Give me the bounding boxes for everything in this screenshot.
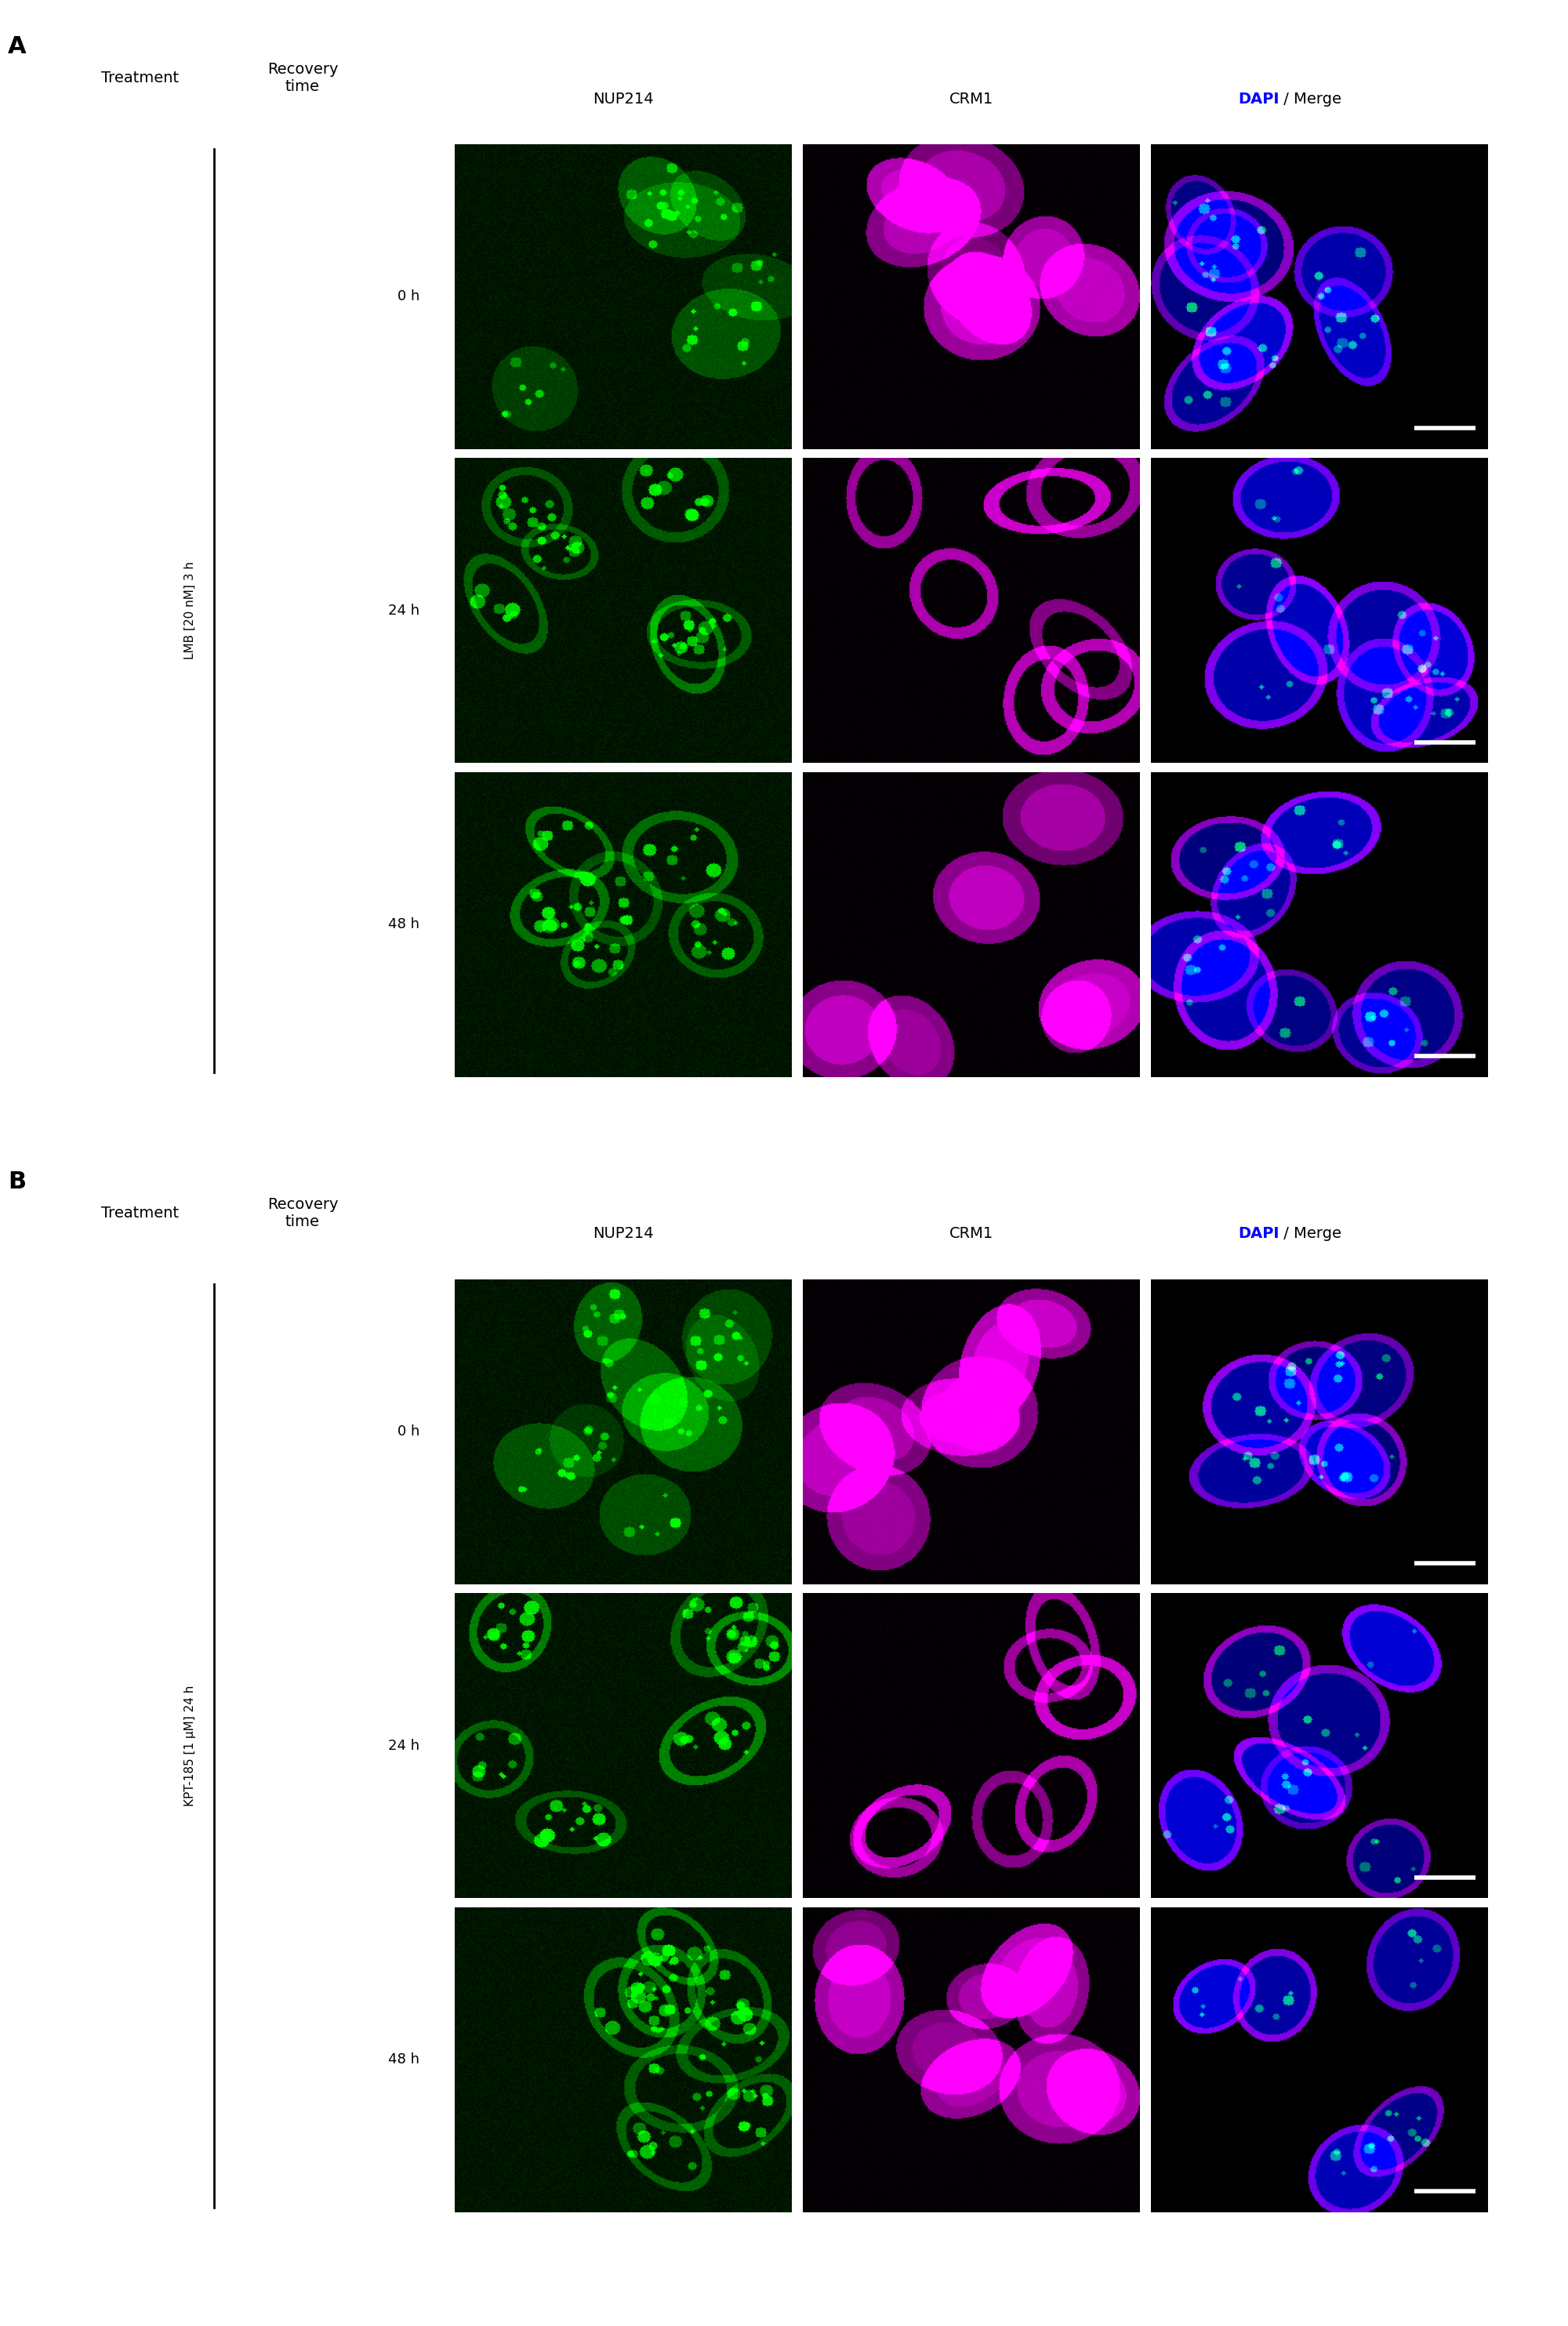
Text: Recovery
time: Recovery time [267, 1198, 339, 1230]
Text: 0 h: 0 h [397, 1424, 420, 1440]
Text: Treatment: Treatment [102, 70, 179, 86]
Text: NUP214: NUP214 [593, 91, 654, 107]
Text: 24 h: 24 h [389, 602, 420, 619]
Text: LMB [20 nM] 3 h: LMB [20 nM] 3 h [185, 561, 196, 661]
Text: 48 h: 48 h [389, 916, 420, 933]
Text: DAPI: DAPI [1237, 1226, 1279, 1242]
Text: DAPI: DAPI [1237, 91, 1279, 107]
Text: KPT-185 [1 μM] 24 h: KPT-185 [1 μM] 24 h [185, 1684, 196, 1807]
Text: 24 h: 24 h [389, 1738, 420, 1754]
Text: CRM1: CRM1 [949, 91, 994, 107]
Text: NUP214: NUP214 [593, 1226, 654, 1242]
Text: 48 h: 48 h [389, 2052, 420, 2068]
Text: / Merge: / Merge [1279, 1226, 1342, 1242]
Text: 0 h: 0 h [397, 288, 420, 305]
Text: CRM1: CRM1 [949, 1226, 994, 1242]
Text: Recovery
time: Recovery time [267, 63, 339, 95]
Text: / Merge: / Merge [1279, 91, 1342, 107]
Text: B: B [8, 1170, 27, 1193]
Text: A: A [8, 35, 27, 58]
Text: Treatment: Treatment [102, 1205, 179, 1221]
